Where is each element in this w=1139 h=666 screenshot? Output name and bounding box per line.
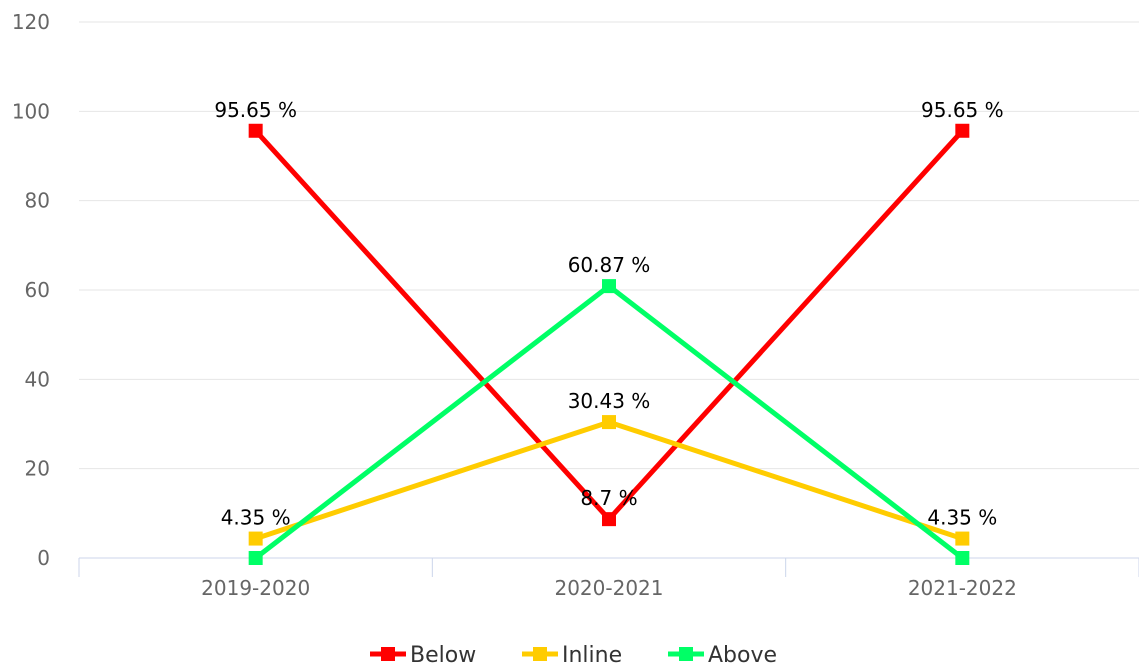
x-tick-label: 2021-2022: [908, 576, 1017, 600]
data-point[interactable]: [248, 551, 263, 565]
data-label: 95.65 %: [214, 98, 297, 122]
y-tick-label: 80: [25, 189, 50, 213]
data-point[interactable]: [602, 512, 616, 527]
legend-marker: [679, 647, 693, 661]
y-tick-label: 120: [12, 10, 50, 34]
y-tick-label: 0: [37, 546, 50, 570]
legend-item-inline[interactable]: Inline: [522, 643, 622, 666]
legend-item-above[interactable]: Above: [668, 643, 777, 666]
legend-label: Below: [410, 643, 476, 666]
data-point[interactable]: [955, 551, 970, 565]
data-point[interactable]: [955, 531, 970, 546]
legend-label: Inline: [562, 643, 622, 666]
y-tick-label: 20: [25, 457, 50, 481]
series-inline: [248, 415, 970, 546]
x-axis-labels: 2019-2020 2020-2021 2021-2022: [201, 576, 1017, 600]
data-label: 30.43 %: [568, 389, 651, 413]
y-tick-label: 100: [12, 99, 50, 123]
data-point[interactable]: [955, 123, 970, 138]
series: [248, 123, 970, 565]
legend[interactable]: Below Inline Above: [370, 643, 777, 666]
data-label: 8.7 %: [580, 486, 637, 510]
data-point[interactable]: [248, 531, 263, 546]
series-above: [248, 279, 970, 565]
legend-label: Above: [708, 643, 777, 666]
legend-marker: [533, 647, 547, 661]
series-below: [248, 123, 970, 527]
data-point[interactable]: [602, 415, 616, 430]
y-tick-label: 40: [25, 367, 50, 391]
y-axis-labels: 0 20 40 60 80 100 120: [12, 10, 50, 570]
x-axis: [78, 557, 1139, 577]
series-line: [253, 128, 965, 522]
x-tick-label: 2019-2020: [201, 576, 310, 600]
data-point[interactable]: [602, 279, 616, 294]
x-tick-label: 2020-2021: [554, 576, 663, 600]
data-label: 95.65 %: [921, 98, 1004, 122]
legend-item-below[interactable]: Below: [370, 643, 476, 666]
legend-marker: [381, 647, 395, 661]
data-point[interactable]: [248, 123, 263, 138]
data-label: 60.87 %: [568, 253, 651, 277]
data-labels: 95.65 % 8.7 % 95.65 % 4.35 % 30.43 % 4.35 % 60…: [214, 98, 1003, 530]
data-label: 4.35 %: [221, 506, 291, 530]
y-tick-label: 60: [25, 278, 50, 302]
data-label: 4.35 %: [927, 506, 997, 530]
